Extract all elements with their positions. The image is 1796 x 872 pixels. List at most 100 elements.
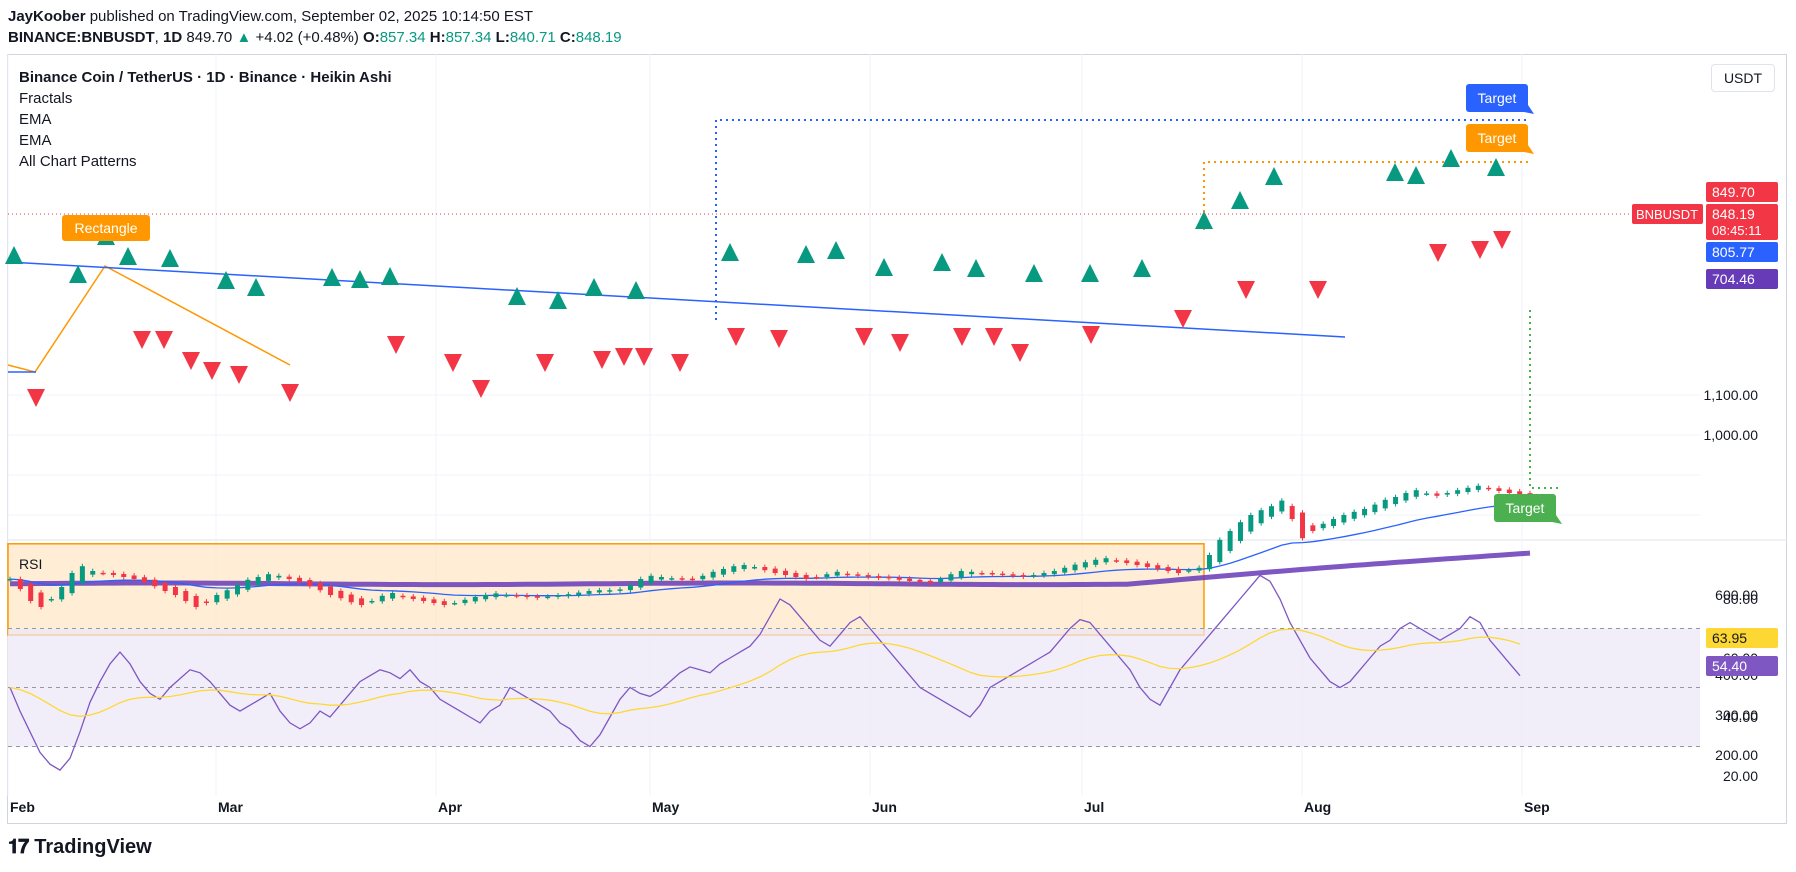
candle-body[interactable] bbox=[524, 595, 530, 597]
candle-body[interactable] bbox=[317, 583, 323, 591]
candle-body[interactable] bbox=[948, 574, 954, 581]
candle-body[interactable] bbox=[224, 590, 230, 599]
candle-body[interactable] bbox=[1124, 560, 1130, 563]
candle-body[interactable] bbox=[793, 572, 799, 577]
rsi-legend[interactable]: RSI bbox=[19, 556, 43, 572]
candle-body[interactable] bbox=[576, 592, 582, 596]
candle-body[interactable] bbox=[586, 591, 592, 594]
candle-body[interactable] bbox=[7, 579, 13, 581]
candle-body[interactable] bbox=[617, 589, 623, 591]
candle-body[interactable] bbox=[1134, 561, 1140, 565]
candle-body[interactable] bbox=[917, 579, 923, 582]
candle-body[interactable] bbox=[348, 594, 354, 603]
candle-body[interactable] bbox=[958, 571, 964, 578]
candle-body[interactable] bbox=[689, 578, 695, 581]
candle-body[interactable] bbox=[700, 575, 706, 580]
candle-body[interactable] bbox=[638, 579, 644, 588]
candle-body[interactable] bbox=[751, 567, 757, 569]
candle-body[interactable] bbox=[1217, 539, 1223, 563]
candle-body[interactable] bbox=[1020, 575, 1026, 577]
candle-body[interactable] bbox=[1320, 523, 1326, 529]
candle-body[interactable] bbox=[679, 578, 685, 580]
candle-body[interactable] bbox=[1331, 519, 1337, 526]
rsi-line[interactable] bbox=[9, 574, 1521, 771]
candle-body[interactable] bbox=[1341, 515, 1347, 523]
candle-body[interactable] bbox=[1206, 555, 1212, 570]
candle-body[interactable] bbox=[48, 599, 54, 601]
candle-body[interactable] bbox=[596, 590, 602, 593]
candle-body[interactable] bbox=[1072, 564, 1078, 571]
candle-body[interactable] bbox=[1103, 558, 1109, 563]
candle-body[interactable] bbox=[121, 573, 127, 577]
candle-body[interactable] bbox=[731, 566, 737, 572]
candle-body[interactable] bbox=[1351, 511, 1357, 519]
candle-body[interactable] bbox=[1268, 506, 1274, 517]
candle-body[interactable] bbox=[824, 574, 830, 577]
ema-fast-line[interactable] bbox=[9, 502, 1531, 597]
candle-body[interactable] bbox=[1403, 493, 1409, 501]
candle-body[interactable] bbox=[1165, 567, 1171, 571]
candle-body[interactable] bbox=[1196, 567, 1202, 571]
candle-body[interactable] bbox=[1424, 493, 1430, 495]
candle-body[interactable] bbox=[1455, 490, 1461, 494]
candle-body[interactable] bbox=[710, 571, 716, 578]
candle-body[interactable] bbox=[720, 569, 726, 575]
candle-body[interactable] bbox=[234, 585, 240, 595]
candle-body[interactable] bbox=[845, 573, 851, 576]
candle-body[interactable] bbox=[328, 586, 334, 595]
candle-body[interactable] bbox=[369, 601, 375, 603]
candle-body[interactable] bbox=[1093, 559, 1099, 565]
candle-body[interactable] bbox=[38, 592, 44, 608]
candle-body[interactable] bbox=[1186, 570, 1192, 572]
candle-body[interactable] bbox=[214, 595, 220, 603]
candle-body[interactable] bbox=[1486, 487, 1492, 490]
candle-body[interactable] bbox=[1279, 500, 1285, 512]
legend-indicator-patterns[interactable]: All Chart Patterns bbox=[19, 153, 137, 170]
candle-body[interactable] bbox=[452, 603, 458, 605]
ema-slow-line[interactable] bbox=[9, 550, 1531, 588]
candle-body[interactable] bbox=[28, 584, 34, 601]
candle-body[interactable] bbox=[359, 598, 365, 605]
candle-body[interactable] bbox=[969, 571, 975, 575]
candle-body[interactable] bbox=[1382, 499, 1388, 509]
candle-body[interactable] bbox=[379, 595, 385, 602]
candle-body[interactable] bbox=[565, 594, 571, 597]
candle-body[interactable] bbox=[90, 571, 96, 575]
candle-body[interactable] bbox=[1248, 515, 1254, 532]
candle-body[interactable] bbox=[1041, 573, 1047, 576]
candle-body[interactable] bbox=[266, 574, 272, 581]
candle-body[interactable] bbox=[545, 596, 551, 599]
candle-body[interactable] bbox=[131, 575, 137, 579]
candle-body[interactable] bbox=[1051, 571, 1057, 575]
candle-body[interactable] bbox=[989, 572, 995, 575]
candle-body[interactable] bbox=[1227, 531, 1233, 551]
candle-body[interactable] bbox=[255, 577, 261, 585]
candle-body[interactable] bbox=[410, 596, 416, 599]
author-name[interactable]: JayKoober bbox=[8, 8, 86, 25]
candle-body[interactable] bbox=[1496, 488, 1502, 491]
candle-body[interactable] bbox=[141, 577, 147, 583]
candle-body[interactable] bbox=[193, 595, 199, 607]
legend-indicator-ema-2[interactable]: EMA bbox=[19, 132, 52, 149]
candle-body[interactable] bbox=[741, 565, 747, 570]
candle-body[interactable] bbox=[483, 595, 489, 600]
candle-body[interactable] bbox=[307, 580, 313, 587]
candle-body[interactable] bbox=[783, 570, 789, 575]
candle-body[interactable] bbox=[1413, 490, 1419, 497]
candle-body[interactable] bbox=[472, 597, 478, 602]
candle-body[interactable] bbox=[1444, 493, 1450, 495]
candle-body[interactable] bbox=[69, 573, 75, 594]
candle-body[interactable] bbox=[865, 575, 871, 577]
candle-body[interactable] bbox=[431, 599, 437, 603]
candle-body[interactable] bbox=[1175, 569, 1181, 573]
candle-body[interactable] bbox=[814, 576, 820, 579]
candle-body[interactable] bbox=[1237, 522, 1243, 541]
candle-body[interactable] bbox=[514, 595, 520, 597]
candle-body[interactable] bbox=[441, 601, 447, 605]
candle-body[interactable] bbox=[1010, 574, 1016, 576]
candle-body[interactable] bbox=[1372, 504, 1378, 513]
candle-body[interactable] bbox=[462, 599, 468, 604]
candle-body[interactable] bbox=[1082, 562, 1088, 568]
candle-body[interactable] bbox=[607, 590, 613, 592]
candle-body[interactable] bbox=[555, 595, 561, 597]
